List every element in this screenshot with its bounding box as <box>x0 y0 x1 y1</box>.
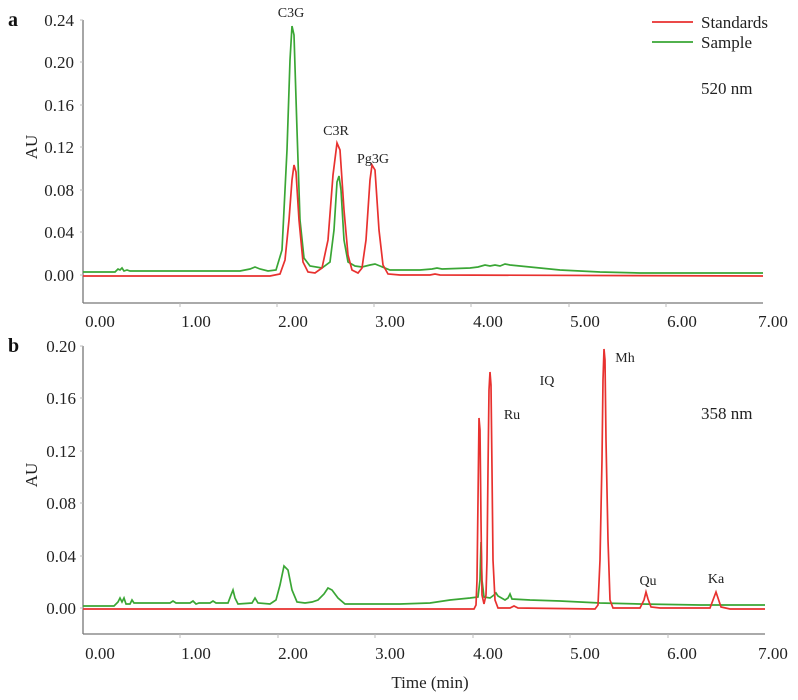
svg-text:0.16: 0.16 <box>46 389 76 408</box>
peak-label-iq: IQ <box>540 374 555 389</box>
svg-text:3.00: 3.00 <box>375 644 405 663</box>
legend-sample-label: Sample <box>701 33 752 52</box>
svg-text:5.00: 5.00 <box>570 312 600 331</box>
svg-text:0.16: 0.16 <box>44 96 74 115</box>
panel-b: b 0.00 0.04 0.08 0.12 0.16 0.20 AU 0.00 … <box>8 335 788 692</box>
svg-text:0.04: 0.04 <box>44 223 74 242</box>
svg-text:0.20: 0.20 <box>46 337 76 356</box>
peak-label-c3r: C3R <box>323 124 349 139</box>
peak-label-pg3g: Pg3G <box>357 152 389 167</box>
svg-text:2.00: 2.00 <box>278 312 308 331</box>
svg-text:1.00: 1.00 <box>181 644 211 663</box>
svg-text:0.00: 0.00 <box>44 266 74 285</box>
peak-label-mh: Mh <box>615 351 634 366</box>
svg-text:0.04: 0.04 <box>46 547 76 566</box>
svg-text:3.00: 3.00 <box>375 312 405 331</box>
peak-label-ka: Ka <box>708 572 725 587</box>
panel-b-sample-trace <box>83 541 765 607</box>
peak-label-ru: Ru <box>504 408 520 423</box>
svg-text:4.00: 4.00 <box>473 312 503 331</box>
legend-standards-label: Standards <box>701 13 768 32</box>
panel-b-wavelength: 358 nm <box>701 404 752 423</box>
svg-text:0.00: 0.00 <box>85 644 115 663</box>
svg-text:0.08: 0.08 <box>44 181 74 200</box>
panel-b-x-label: Time (min) <box>391 673 468 692</box>
svg-text:0.12: 0.12 <box>46 442 76 461</box>
peak-label-qu: Qu <box>639 574 656 589</box>
panel-a: a 0.00 0.04 0.08 0.12 0.16 0.20 0.24 AU … <box>8 6 788 331</box>
svg-text:6.00: 6.00 <box>667 644 697 663</box>
svg-text:6.00: 6.00 <box>667 312 697 331</box>
panel-b-standards-trace <box>83 348 765 610</box>
panel-b-x-ticks: 0.00 1.00 2.00 3.00 4.00 5.00 6.00 7.00 <box>85 644 788 663</box>
panel-a-wavelength: 520 nm <box>701 79 752 98</box>
svg-text:0.12: 0.12 <box>44 138 74 157</box>
panel-a-label: a <box>8 9 18 31</box>
svg-text:2.00: 2.00 <box>278 644 308 663</box>
panel-b-label: b <box>8 335 19 357</box>
svg-text:5.00: 5.00 <box>570 644 600 663</box>
svg-text:4.00: 4.00 <box>473 644 503 663</box>
panel-b-y-ticks: 0.00 0.04 0.08 0.12 0.16 0.20 <box>46 337 76 618</box>
panel-a-y-label: AU <box>22 135 41 160</box>
panel-a-x-ticks: 0.00 1.00 2.00 3.00 4.00 5.00 6.00 7.00 <box>85 312 788 331</box>
svg-text:0.20: 0.20 <box>44 53 74 72</box>
svg-text:0.08: 0.08 <box>46 494 76 513</box>
legend: Standards Sample <box>652 13 768 52</box>
svg-text:7.00: 7.00 <box>758 312 788 331</box>
panel-b-y-label: AU <box>22 463 41 488</box>
panel-a-standards-trace <box>83 139 764 277</box>
panel-a-y-ticks: 0.00 0.04 0.08 0.12 0.16 0.20 0.24 <box>44 11 74 285</box>
svg-text:1.00: 1.00 <box>181 312 211 331</box>
svg-text:0.00: 0.00 <box>46 599 76 618</box>
peak-label-c3g: C3G <box>278 6 304 21</box>
svg-text:7.00: 7.00 <box>758 644 788 663</box>
svg-text:0.24: 0.24 <box>44 11 74 30</box>
panel-a-sample-trace <box>83 25 763 274</box>
svg-text:0.00: 0.00 <box>85 312 115 331</box>
